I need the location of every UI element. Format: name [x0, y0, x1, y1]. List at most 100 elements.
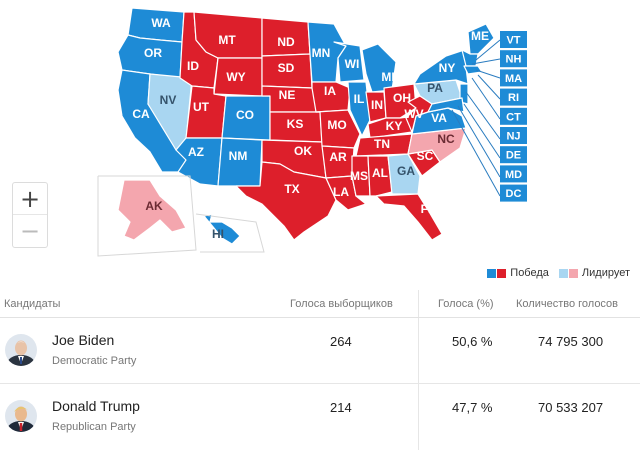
side-box-nh[interactable]: NH	[500, 50, 527, 68]
state-label-al: AL	[372, 166, 388, 180]
state-label-oh: OH	[393, 91, 411, 105]
state-label-il: IL	[354, 92, 365, 106]
electoral-votes: 214	[330, 400, 352, 415]
state-label-ok: OK	[294, 144, 312, 158]
state-label-ne: NE	[279, 88, 296, 102]
state-label-az: AZ	[188, 145, 204, 159]
vote-count: 74 795 300	[538, 334, 604, 349]
column-divider	[418, 290, 419, 450]
side-box-ma[interactable]: MA	[500, 69, 527, 87]
state-label-wa: WA	[151, 16, 171, 30]
state-label-nv: NV	[160, 93, 177, 107]
election-map[interactable]: WA OR CA NV ID MT WY UT AZ CO NM ND SD NE KS OK TX MN IA MO…	[0, 0, 640, 262]
header-votes: Количество голосов	[516, 298, 619, 310]
state-TX[interactable]	[235, 161, 337, 241]
state-ME[interactable]	[467, 23, 495, 55]
state-label-fl: FL	[421, 202, 436, 216]
avatar-biden	[5, 334, 37, 366]
zoom-in-button[interactable]: +	[13, 183, 47, 215]
zoom-control: + −	[12, 182, 48, 248]
state-label-mo: MO	[327, 118, 346, 132]
state-IL[interactable]	[347, 81, 371, 137]
alaska-inset-frame	[97, 175, 197, 257]
state-label-id: ID	[187, 59, 199, 73]
state-label-nd: ND	[277, 35, 295, 49]
side-box-dc[interactable]: DC	[500, 184, 527, 202]
state-label-ar: AR	[329, 150, 347, 164]
state-label-sc: SC	[417, 149, 434, 163]
state-MS[interactable]	[351, 155, 371, 197]
state-label-nm: NM	[229, 149, 248, 163]
side-box-label: NH	[506, 54, 522, 66]
map-legend: Победа Лидирует	[487, 267, 630, 279]
side-box-ct[interactable]: CT	[500, 107, 527, 125]
state-label-ca: CA	[132, 107, 150, 121]
candidate-name: Donald Trump	[52, 398, 140, 414]
state-HI[interactable]	[203, 213, 241, 245]
candidate-row-biden[interactable]: Joe Biden Democratic Party 264 50,6 % 74…	[0, 318, 640, 384]
side-box-vt[interactable]: VT	[500, 31, 527, 48]
header-electoral: Голоса выборщиков	[290, 298, 393, 310]
side-box-label: MA	[505, 73, 522, 85]
state-AL[interactable]	[367, 155, 393, 197]
legend-rep-lead-swatch	[568, 268, 578, 278]
side-box-nj[interactable]: NJ	[500, 127, 527, 144]
state-label-co: CO	[236, 108, 254, 122]
state-label-me: ME	[471, 29, 489, 43]
side-box-ri[interactable]: RI	[500, 88, 527, 106]
avatar-trump	[5, 400, 37, 432]
state-GA[interactable]	[387, 153, 421, 195]
state-label-ga: GA	[397, 164, 415, 178]
state-label-ms: MS	[350, 169, 368, 183]
state-label-ia: IA	[324, 84, 336, 98]
side-box-label: DC	[506, 188, 522, 200]
candidate-party: Democratic Party	[52, 355, 137, 367]
state-label-wv: WV	[404, 107, 423, 121]
legend-rep-win-swatch	[497, 268, 507, 278]
legend-dem-lead-swatch	[558, 268, 568, 278]
state-label-mn: MN	[312, 46, 331, 60]
side-box-label: CT	[506, 111, 521, 123]
state-label-mi: MI	[381, 70, 394, 84]
state-NE-small[interactable]	[461, 49, 479, 67]
candidate-party: Republican Party	[52, 421, 136, 433]
state-label-va: VA	[431, 111, 447, 125]
legend-dem-win-swatch	[487, 268, 497, 278]
vote-count: 70 533 207	[538, 400, 604, 415]
state-label-la: LA	[333, 185, 349, 199]
state-label-hi: HI	[212, 227, 224, 241]
state-label-ak: AK	[145, 199, 163, 213]
header-percent: Голоса (%)	[438, 298, 494, 310]
header-candidates: Кандидаты	[4, 298, 61, 310]
us-states-map[interactable]: WA OR CA NV ID MT WY UT AZ CO NM ND SD NE KS OK TX MN IA MO…	[0, 0, 640, 262]
side-box-label: RI	[508, 92, 519, 104]
state-label-sd: SD	[278, 61, 295, 75]
state-label-mt: MT	[218, 33, 236, 47]
candidate-name: Joe Biden	[52, 332, 115, 348]
side-box-label: VT	[506, 35, 520, 47]
candidate-row-trump[interactable]: Donald Trump Republican Party 214 47,7 %…	[0, 384, 640, 450]
legend-lead-label: Лидирует	[581, 267, 630, 279]
state-label-wy: WY	[226, 70, 245, 84]
hawaii-inset-frame	[195, 213, 265, 253]
side-box-md[interactable]: MD	[500, 165, 527, 183]
state-label-nc: NC	[437, 132, 455, 146]
state-AK[interactable]	[117, 179, 187, 241]
state-WI[interactable]	[333, 41, 365, 83]
zoom-out-button[interactable]: −	[19, 217, 41, 245]
state-label-ky: KY	[386, 119, 403, 133]
state-label-pa: PA	[427, 81, 443, 95]
state-label-ny: NY	[439, 61, 456, 75]
state-MN[interactable]	[307, 21, 347, 83]
side-box-label: NJ	[506, 131, 520, 143]
state-MI[interactable]	[361, 43, 397, 93]
legend-win-label: Победа	[510, 267, 549, 279]
state-MD[interactable]	[427, 97, 465, 113]
side-box-label: MD	[505, 169, 522, 181]
state-label-ks: KS	[287, 117, 304, 131]
vote-percent: 47,7 %	[452, 400, 493, 415]
side-box-de[interactable]: DE	[500, 146, 527, 164]
state-label-ut: UT	[193, 100, 210, 114]
state-OH[interactable]	[383, 83, 417, 119]
state-FL[interactable]	[375, 193, 443, 241]
